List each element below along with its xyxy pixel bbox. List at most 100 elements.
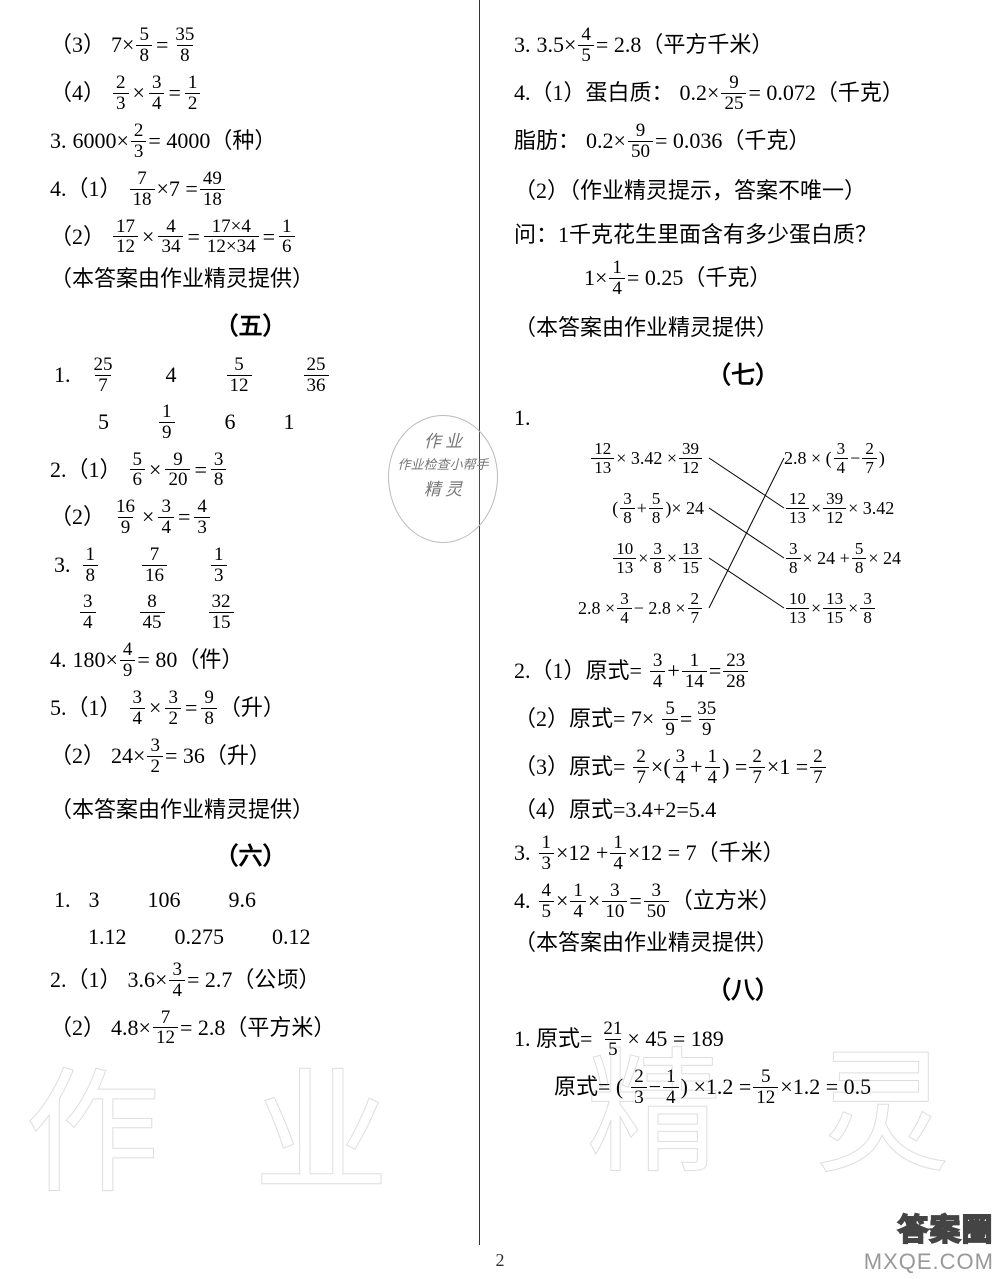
label: 1.	[54, 885, 71, 916]
d: 3	[631, 1087, 647, 1108]
t: )	[879, 446, 885, 471]
v: 9.6	[229, 885, 257, 916]
frac: 17×412×34	[204, 217, 259, 258]
n: 3	[130, 688, 146, 708]
d: 7	[810, 767, 826, 788]
s7-2d: （4）原式=3.4+2=5.4	[514, 795, 972, 826]
t: × 3.42 ×	[616, 446, 677, 471]
n: 32	[209, 592, 234, 612]
frac: 38	[211, 450, 227, 491]
frac: 58	[649, 490, 664, 527]
matching-diagram: 1213 × 3.42 × 3912 ( 38 + 58 ) × 24 1013…	[514, 441, 974, 641]
txt: = 0.036（千克）	[655, 126, 810, 157]
txt: = 80（件）	[137, 645, 243, 676]
frac: 45	[578, 25, 594, 66]
frac: 13	[539, 833, 555, 874]
L1: 1213 × 3.42 × 3912	[589, 441, 704, 475]
t: +	[667, 656, 679, 687]
frac: 2328	[723, 651, 748, 692]
t: × 24	[671, 496, 704, 521]
n: 5	[231, 355, 247, 375]
t: ×12 +	[556, 838, 608, 869]
n: 3	[149, 73, 165, 93]
d: 5	[539, 901, 555, 922]
frac: 1315	[823, 590, 846, 627]
label: 4.	[50, 645, 67, 676]
n: 5	[136, 25, 152, 45]
d: 8	[786, 558, 801, 577]
txt: = 2.7（公顷）	[187, 965, 320, 996]
frac: 34	[130, 688, 146, 729]
s5-r1: 1. 257 4 512 2536	[54, 355, 451, 396]
frac: 12	[185, 73, 201, 114]
n: 1	[539, 833, 555, 853]
frac: 1213	[591, 440, 614, 477]
page-number: 2	[0, 1250, 1000, 1271]
n: 5	[130, 450, 146, 470]
t: ×	[556, 886, 568, 917]
frac: 114	[682, 651, 707, 692]
label: 2.（1）	[50, 455, 122, 486]
eq: =	[185, 693, 197, 724]
frac: 350	[644, 881, 669, 922]
d: 7	[862, 458, 877, 477]
frac: 34	[834, 440, 849, 477]
frac: 712	[153, 1008, 178, 1049]
v: 5	[98, 407, 109, 438]
n: 13	[679, 540, 702, 558]
n: 3	[650, 651, 666, 671]
d: 8	[201, 708, 217, 729]
n: 9	[201, 688, 217, 708]
prev-3b: 3. 6000× 23 = 4000（种）	[50, 121, 451, 162]
n: 3	[80, 592, 96, 612]
s5-2a: 2.（1） 56 × 920 = 38	[50, 450, 451, 491]
n: 2	[633, 747, 649, 767]
heading-8: （八）	[514, 975, 972, 1009]
frac: 257	[91, 355, 116, 396]
R1: 2.8 × ( 34 − 27 )	[784, 441, 885, 475]
n: 3	[620, 490, 635, 508]
v: 3	[89, 885, 100, 916]
txt: 7×	[111, 30, 134, 61]
t: 2.8 ×	[578, 596, 615, 621]
d: 7	[633, 767, 649, 788]
frac: 14	[705, 747, 721, 788]
n: 25	[304, 355, 329, 375]
t: × 45 = 189	[627, 1024, 723, 1055]
n: 9	[170, 450, 186, 470]
frac: 19	[159, 402, 175, 443]
n: 5	[758, 1067, 774, 1087]
n: 9	[726, 73, 742, 93]
n: 4	[194, 497, 210, 517]
x: ×	[142, 222, 154, 253]
d: 3	[113, 93, 129, 114]
eq: =	[178, 502, 190, 533]
frac: 43	[194, 497, 210, 538]
d: 13	[786, 508, 809, 527]
d: 18	[200, 189, 225, 210]
t: ×	[811, 496, 821, 521]
n: 7	[134, 169, 150, 189]
s5-2b: （2） 169 × 34 = 43	[50, 497, 451, 538]
n: 2	[688, 590, 703, 608]
d: 8	[650, 558, 665, 577]
s7-2a: 2.（1）原式= 34 + 114 = 2328	[514, 651, 972, 692]
txt: = 4000（种）	[148, 126, 276, 157]
n: 5	[649, 490, 664, 508]
d: 12	[823, 508, 846, 527]
n: 10	[786, 590, 809, 608]
d: 8	[177, 45, 193, 66]
s7-1: 1.	[514, 403, 972, 434]
n: 17×4	[209, 217, 254, 237]
d: 13	[613, 558, 636, 577]
label: 4.（1）蛋白质：	[514, 78, 674, 109]
frac: 169	[113, 497, 138, 538]
d: 4	[570, 901, 586, 922]
d: 4	[130, 708, 146, 729]
d: 50	[644, 901, 669, 922]
d: 12	[753, 1087, 778, 1108]
label: 3.	[54, 550, 71, 581]
n: 1	[705, 747, 721, 767]
n: 3	[211, 450, 227, 470]
x: ×	[133, 78, 145, 109]
